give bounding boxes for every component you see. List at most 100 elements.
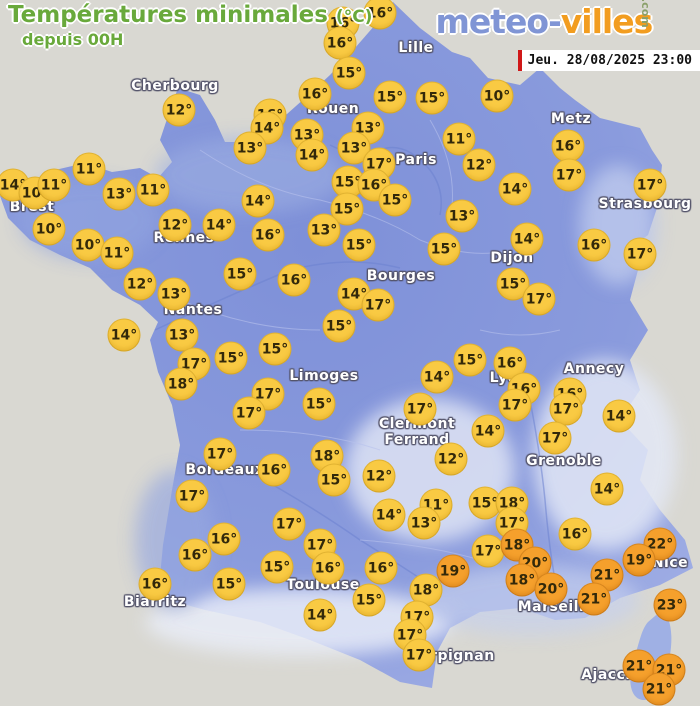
city-label: Lille: [398, 39, 434, 56]
temp-marker: 21°: [642, 672, 676, 706]
temp-marker: 15°: [223, 257, 257, 291]
temp-marker: 15°: [212, 567, 246, 601]
temp-marker: 16°: [558, 517, 592, 551]
city-label: Paris: [395, 151, 437, 168]
temp-marker: 15°: [427, 232, 461, 266]
city-label: Metz: [550, 110, 592, 127]
temp-marker: 12°: [434, 442, 468, 476]
temp-marker: 14°: [498, 172, 532, 206]
temp-marker: 16°: [277, 263, 311, 297]
temp-marker: 12°: [162, 93, 196, 127]
temp-marker: 10°: [71, 228, 105, 262]
timestamp-box: Jeu. 28/08/2025 23:00: [517, 50, 700, 71]
temp-marker: 12°: [462, 148, 496, 182]
city-label: Toulouse: [286, 576, 360, 593]
temp-marker: 23°: [653, 588, 687, 622]
temp-marker: 14°: [420, 360, 454, 394]
temp-marker: 15°: [302, 387, 336, 421]
temp-marker: 16°: [251, 218, 285, 252]
temp-marker: 15°: [496, 267, 530, 301]
temp-marker: 21°: [590, 558, 624, 592]
river-garonne: [249, 471, 431, 586]
temp-marker: 14°: [250, 111, 284, 145]
temp-marker: 15°: [322, 309, 356, 343]
temp-marker: 17°: [203, 437, 237, 471]
meteo-villes-logo[interactable]: meteo-villes.com: [435, 0, 683, 41]
admin-border: [479, 329, 561, 336]
temp-marker: 15°: [342, 228, 376, 262]
temp-marker: 17°: [498, 388, 532, 422]
temp-marker: 16°: [311, 551, 345, 585]
temp-marker: 17°: [552, 158, 586, 192]
temp-marker: 16°: [257, 453, 291, 487]
temp-marker: 14°: [590, 472, 624, 506]
temp-marker: 14°: [303, 598, 337, 632]
temp-marker: 17°: [272, 507, 306, 541]
logo-part-orange: villes: [560, 2, 653, 41]
temp-marker: 17°: [175, 479, 209, 513]
temp-marker: 16°: [138, 567, 172, 601]
provence-patch: [420, 565, 640, 635]
page-subtitle: depuis 00H: [22, 30, 124, 49]
temp-marker: 13°: [157, 277, 191, 311]
temp-marker: 17°: [393, 618, 427, 652]
temp-marker: 15°: [260, 550, 294, 584]
temp-marker: 20°: [534, 572, 568, 606]
temp-marker: 13°: [233, 131, 267, 165]
temp-marker: 15°: [330, 192, 364, 226]
temp-marker: 14°: [202, 208, 236, 242]
temp-marker: 11°: [37, 168, 71, 202]
temp-marker: 16°: [298, 77, 332, 111]
temp-marker: 14°: [471, 414, 505, 448]
city-label: Strasbourg: [598, 195, 692, 212]
temp-marker: 11°: [72, 152, 106, 186]
temp-marker: 17°: [471, 534, 505, 568]
temp-marker: 14°: [372, 498, 406, 532]
temp-marker: 16°: [577, 228, 611, 262]
temp-marker: 14°: [510, 222, 544, 256]
temp-marker: 16°: [178, 538, 212, 572]
temp-marker: 12°: [362, 459, 396, 493]
temp-marker: 19°: [622, 543, 656, 577]
temp-marker: 14°: [107, 318, 141, 352]
temp-marker: 17°: [623, 237, 657, 271]
temp-marker: 14°: [602, 399, 636, 433]
temp-marker: 17°: [522, 282, 556, 316]
temp-marker: 14°: [241, 184, 275, 218]
temp-marker: 18°: [164, 367, 198, 401]
temp-marker: 15°: [317, 463, 351, 497]
temp-marker: 11°: [100, 236, 134, 270]
logo-part-blue: meteo-: [435, 2, 562, 41]
temp-marker: 15°: [258, 332, 292, 366]
temp-marker: 17°: [549, 392, 583, 426]
temp-marker: 11°: [136, 173, 170, 207]
temp-marker: 17°: [633, 168, 667, 202]
admin-border: [239, 429, 381, 451]
temp-marker: 21°: [577, 582, 611, 616]
city-label: Biarritz: [123, 593, 187, 610]
temp-marker: 15°: [332, 56, 366, 90]
temp-marker: 17°: [403, 392, 437, 426]
temp-marker: 15°: [373, 80, 407, 114]
temp-marker: 16°: [207, 522, 241, 556]
temp-marker: 17°: [361, 288, 395, 322]
temp-marker: 13°: [165, 318, 199, 352]
temp-marker: 10°: [480, 79, 514, 113]
temp-marker: 17°: [402, 638, 436, 672]
temp-marker: 13°: [102, 177, 136, 211]
page-title-text: Températures minimales: [8, 2, 328, 28]
temp-marker: 16°: [551, 129, 585, 163]
page-title: Températures minimales (°C): [8, 2, 372, 28]
temp-marker: 15°: [378, 183, 412, 217]
temp-marker: 14°: [0, 168, 30, 202]
city-label: Bordeaux: [185, 461, 265, 478]
temp-marker: 16°: [323, 26, 357, 60]
temp-marker: 12°: [158, 208, 192, 242]
temp-marker: 18°: [505, 563, 539, 597]
city-label: Bourges: [366, 267, 436, 284]
city-label: Cherbourg: [131, 77, 219, 94]
temp-marker: 16°: [364, 551, 398, 585]
admin-border: [179, 299, 321, 331]
temp-marker: 13°: [407, 506, 441, 540]
